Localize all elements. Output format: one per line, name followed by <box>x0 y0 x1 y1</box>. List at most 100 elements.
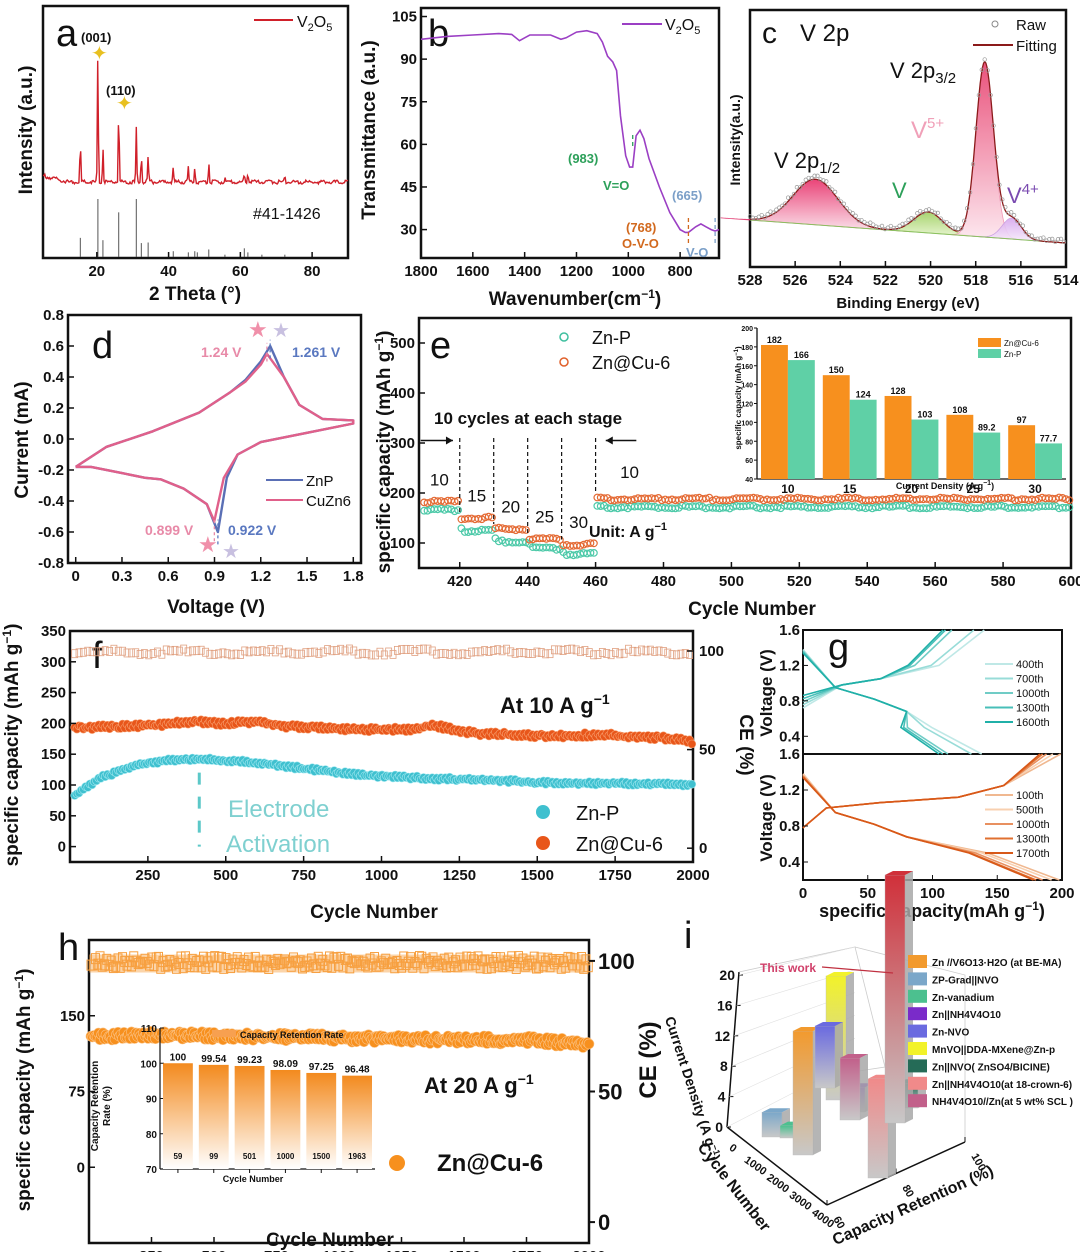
xps-raw-point <box>982 57 987 62</box>
xps-raw-point <box>1058 236 1064 242</box>
xps-raw-point <box>956 226 961 231</box>
ce-point-zn-cu6 <box>189 646 196 656</box>
ce-point-zn-cu6 <box>127 648 135 658</box>
gcd-charge-curve <box>802 629 947 700</box>
b-vo-label: V-O <box>686 245 708 260</box>
xps-raw-point <box>759 212 764 218</box>
rate-point-zn-p <box>454 506 463 515</box>
b-x-tick-label: 1600 <box>456 263 489 280</box>
g-y-tick-label: 1.6 <box>779 746 800 763</box>
ce-point-zn-cu6 <box>664 648 672 658</box>
e-x-tick-label: 440 <box>515 573 540 590</box>
d-anno-0922: 0.922 V <box>228 522 277 538</box>
ce-point-zn-cu6 <box>197 645 205 655</box>
ce-point-zn-cu6 <box>236 650 244 659</box>
capacity-point <box>583 1038 595 1050</box>
ce-point <box>507 951 517 963</box>
rate-stage-label: 30 <box>569 513 588 532</box>
xps-raw-point <box>800 181 805 187</box>
rate-point-zn-p <box>586 549 595 557</box>
xps-raw-point <box>1000 197 1005 202</box>
h-inset-bar-value-label: 99.54 <box>201 1054 226 1065</box>
c-x-tick-label: 514 <box>1053 272 1079 289</box>
ce-point-zn-cu6 <box>524 649 532 658</box>
ce-point-zn-cu6 <box>598 648 606 657</box>
ce-point-zn-cu6 <box>359 648 366 658</box>
panel-c: c V 2p 528 526 524 522 520 518 516 514 Binding … <box>720 8 1079 312</box>
rate-point-zn-p <box>922 504 931 513</box>
rate-point-zn-p <box>695 502 704 510</box>
panel-a-letter: a <box>56 13 78 55</box>
g-y-tick-label: 0.4 <box>779 854 801 871</box>
a-x-tick-label: 60 <box>232 263 249 280</box>
ce-point-zn-cu6 <box>577 647 584 657</box>
f-legend-marker-znp <box>536 805 550 819</box>
c-x-axis-label: Binding Energy (eV) <box>836 295 979 312</box>
xps-raw-point <box>1055 237 1061 242</box>
inset-y-tick-label: 180 <box>741 345 753 352</box>
rate-point-zn-cu6 <box>454 496 463 505</box>
g-y-tick-label: 0.8 <box>779 818 800 835</box>
xps-raw-point <box>1053 239 1058 245</box>
ce-point-zn-cu6 <box>171 645 179 655</box>
ce-point-zn-cu6 <box>119 646 127 656</box>
h-y2-axis-label: CE (%) <box>635 1021 662 1098</box>
ce-point-zn-cu6 <box>550 645 558 655</box>
f-x-tick-label: 250 <box>135 867 160 884</box>
h-inset-y-tick-label: 80 <box>146 1130 158 1141</box>
h-inset-y-tick-label: 70 <box>146 1165 158 1176</box>
inset-bar-znp <box>1035 443 1062 479</box>
i-this-work-label: This work <box>760 961 816 975</box>
ce-point-zn-cu6 <box>585 648 593 657</box>
rate-point-zn-p <box>545 543 554 552</box>
ce-point-zn-cu6 <box>411 647 419 656</box>
xps-raw-point <box>827 184 832 190</box>
f-y-tick-label: 50 <box>49 808 66 825</box>
inset-y-tick-label: 160 <box>741 364 753 371</box>
rate-point-zn-p <box>444 505 452 513</box>
ce-point-zn-cu6 <box>149 649 157 658</box>
rate-arrow-left-head <box>445 436 453 445</box>
ce-point-zn-cu6 <box>673 650 680 660</box>
inset-x-tick-label: 10 <box>781 482 795 496</box>
h-y-tick-label: 0 <box>77 1159 85 1176</box>
ce-point-zn-cu6 <box>633 647 641 657</box>
ce-point-zn-cu6 <box>97 647 105 657</box>
inset-legend-label: Zn@Cu-6 <box>1004 339 1039 348</box>
i-legend-label: Zn||NH4V4O10(at 18-crown-6) <box>932 1080 1072 1091</box>
ce-point-zn-cu6 <box>175 646 183 656</box>
ce-point-zn-cu6 <box>468 647 475 657</box>
panel-g: g 0.40.81.21.60.40.81.21.60 50 100 150 200 4… <box>757 622 1075 921</box>
inset-bar-zncu6 <box>822 375 850 479</box>
inset-bar-value-label: 124 <box>856 390 871 400</box>
ce-point-zn-cu6 <box>581 646 589 655</box>
long-cycle-20A-plot <box>85 951 595 1053</box>
xps-raw-point <box>777 205 782 210</box>
inset-y-tick-label: 100 <box>741 420 753 427</box>
gcd-charge-curve <box>802 753 1041 829</box>
ce-point-zn-cu6 <box>407 645 414 654</box>
xps-raw-point <box>1003 204 1008 210</box>
ce-point-zn-cu6 <box>441 649 449 658</box>
panel-e: e 10 15 20 25 30 10 420 440 460 480 500 520 540 560 5… <box>372 316 1080 620</box>
ce-point-zn-cu6 <box>302 648 310 658</box>
h-x-tick-label: 1500 <box>447 1248 480 1252</box>
ce-point-zn-cu6 <box>660 647 667 656</box>
c-x-tick-label: 526 <box>783 272 808 289</box>
xps-raw-point <box>850 211 855 216</box>
ce-point-zn-cu6 <box>245 647 253 657</box>
h-inset-x-category-label: 1000 <box>277 1152 295 1161</box>
ce-point-zn-cu6 <box>123 648 131 658</box>
ce-point-zn-cu6 <box>555 645 563 655</box>
c-x-tick-label: 516 <box>1008 272 1033 289</box>
c-x-tick-label: 522 <box>873 272 898 289</box>
xps-raw-point <box>844 206 849 211</box>
xps-raw-point <box>853 213 858 218</box>
i-legend-swatch <box>908 1007 927 1021</box>
i-z-tick-label: 20 <box>719 967 735 983</box>
c-label-v5: V5+ <box>911 115 944 144</box>
i-z-axis <box>726 971 740 1128</box>
ce-point-zn-cu6 <box>415 645 423 655</box>
ce-point-zn-cu6 <box>533 647 541 657</box>
f-activation-label-1: Electrode <box>228 796 329 823</box>
